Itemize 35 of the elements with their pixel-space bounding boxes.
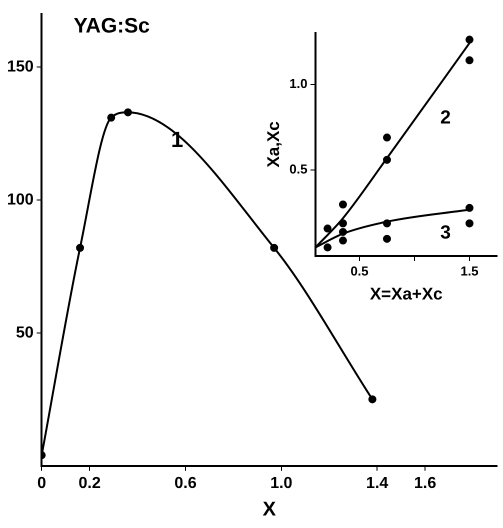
- point: [382, 219, 391, 228]
- y-tick-label: 150: [6, 58, 34, 76]
- x-axis-title: X: [262, 498, 277, 521]
- point: [465, 204, 474, 212]
- x-tick-label: 1.0: [270, 474, 293, 492]
- point: [382, 156, 391, 164]
- x-tick-label: 1.4: [366, 474, 388, 492]
- y-tick-label: 50: [16, 324, 34, 342]
- point: [338, 228, 347, 236]
- y-axis-title: Xa,Xc: [264, 121, 283, 168]
- point: [107, 114, 116, 122]
- point: [324, 224, 332, 233]
- series-label: 2: [440, 107, 451, 128]
- point: [338, 219, 347, 228]
- x-axis-title: X=Xa+Xc: [370, 284, 443, 304]
- series-label: 3: [440, 222, 451, 244]
- y-tick-label: 100: [6, 191, 34, 208]
- point: [465, 36, 474, 44]
- point: [270, 244, 278, 252]
- point: [338, 236, 347, 245]
- point: [324, 243, 332, 252]
- point: [124, 108, 132, 116]
- point: [382, 234, 391, 243]
- x-tick-label: 1.5: [460, 263, 479, 278]
- point: [368, 395, 376, 404]
- point: [465, 219, 474, 228]
- point: [76, 244, 84, 252]
- x-tick-label: 0.2: [78, 474, 101, 492]
- chart-title: YAG:Sc: [74, 14, 150, 38]
- point: [338, 200, 347, 208]
- x-tick-label: 0.6: [174, 474, 197, 492]
- x-tick-label: 0: [37, 474, 46, 492]
- point: [465, 56, 474, 64]
- point: [382, 134, 391, 142]
- x-tick-label: 1.6: [414, 474, 436, 492]
